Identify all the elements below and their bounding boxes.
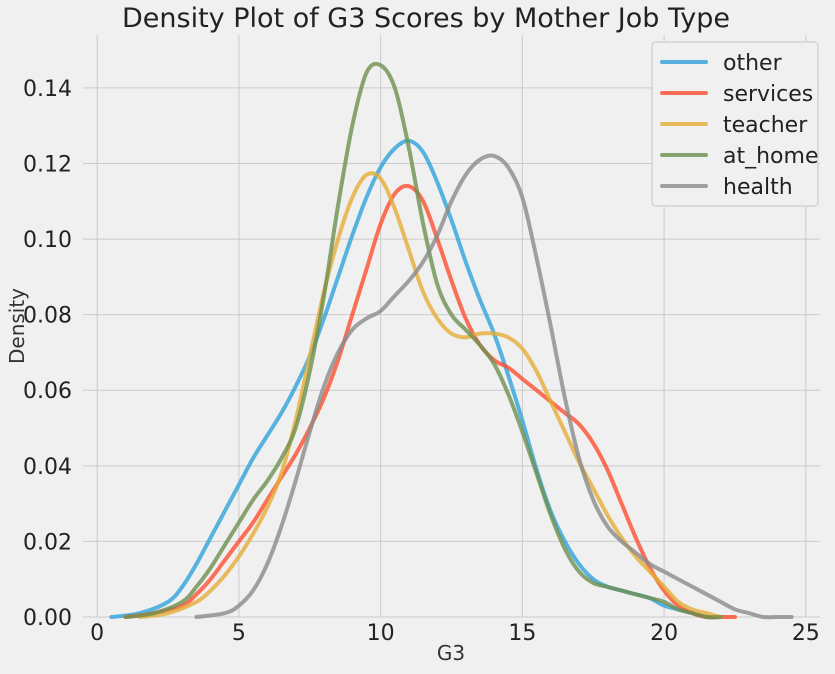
series-line-at-home	[123, 61, 723, 620]
y-tick-label: 0.06	[23, 379, 72, 404]
chart-title: Density Plot of G3 Scores by Mother Job …	[122, 3, 730, 34]
legend-label-services: services	[723, 82, 813, 107]
legend-label-teacher: teacher	[723, 113, 808, 138]
series-line-services	[123, 183, 737, 620]
x-tick-label: 5	[232, 621, 246, 646]
y-tick-label: 0.10	[23, 228, 72, 253]
tick-layer: 0 5 10 15 20 25 0.00 0.02 0.04 0.06 0.08 0.10 0.12 0.…	[23, 77, 820, 646]
legend-box	[651, 41, 819, 207]
y-tick-label: 0.14	[23, 77, 72, 102]
series-line-health	[194, 153, 794, 620]
x-tick-label: 15	[508, 621, 536, 646]
y-tick-label: 0.04	[23, 455, 72, 480]
series-layer	[109, 61, 794, 620]
x-tick-label: 20	[650, 621, 678, 646]
y-axis-label: Density	[5, 288, 29, 364]
y-tick-label: 0.08	[23, 304, 72, 329]
x-axis-label: G3	[437, 641, 465, 665]
x-tick-label: 0	[90, 621, 104, 646]
legend-label-health: health	[723, 175, 793, 200]
legend-label-other: other	[723, 51, 783, 76]
y-tick-label: 0.02	[23, 530, 72, 555]
legend-label-at-home: at_home	[723, 144, 818, 169]
x-tick-label: 10	[367, 621, 395, 646]
y-tick-label: 0.12	[23, 152, 72, 177]
x-tick-label: 25	[792, 621, 820, 646]
y-tick-label: 0.00	[23, 606, 72, 631]
